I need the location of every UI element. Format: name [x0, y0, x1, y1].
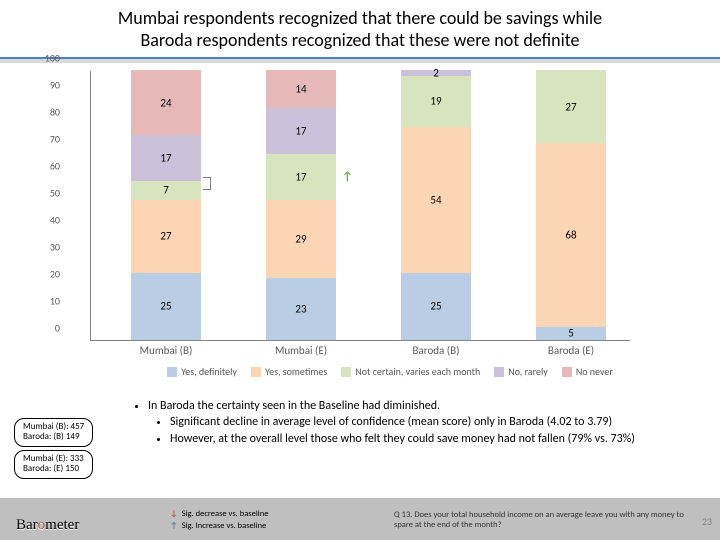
- segment: 2: [401, 70, 471, 75]
- segment: 19: [401, 76, 471, 127]
- y-tick: 100: [45, 52, 60, 65]
- segment-value: 29: [266, 232, 336, 245]
- legend-label: Yes, definitely: [181, 365, 237, 378]
- x-axis-label: Baroda (B): [386, 344, 486, 357]
- legend-item: Yes, sometimes: [251, 365, 327, 378]
- stacked-bar-chart: 0102030405060708090100 252771724Mumbai (…: [90, 71, 630, 341]
- segment-value: 14: [266, 83, 336, 96]
- legend-label: No never: [576, 365, 613, 378]
- y-tick: 40: [50, 214, 60, 227]
- bullet-notes: In Baroda the certainty seen in the Base…: [130, 398, 690, 447]
- chart-legend: Yes, definitely Yes, sometimes Not certain…: [60, 365, 720, 378]
- segment-value: 23: [266, 303, 336, 316]
- segment-value: 7: [131, 184, 201, 197]
- y-tick: 60: [50, 160, 60, 173]
- question-text: Q 13. Does your total household income o…: [394, 510, 694, 530]
- title-line-1: Mumbai respondents recognized that there…: [118, 7, 602, 29]
- segment: 25: [131, 273, 201, 341]
- significance-key: ↓Sig. decrease vs. baseline ↑Sig. Increa…: [170, 509, 268, 532]
- title-underline: [0, 57, 720, 63]
- segment-value: 5: [536, 327, 606, 340]
- segment-value: 68: [536, 228, 606, 241]
- segment-value: 25: [401, 300, 471, 313]
- legend-swatch: [562, 367, 572, 377]
- legend-swatch: [494, 367, 504, 377]
- comparison-bracket: [203, 177, 211, 191]
- legend-swatch: [251, 367, 261, 377]
- note-main: In Baroda the certainty seen in the Base…: [148, 398, 690, 447]
- segment: 17: [131, 135, 201, 181]
- segment-value: 27: [131, 230, 201, 243]
- segment: 24: [131, 70, 201, 135]
- segment-value: 2: [401, 66, 471, 79]
- y-tick: 30: [50, 241, 60, 254]
- segment: 23: [266, 278, 336, 340]
- segment: 25: [401, 273, 471, 341]
- legend-item: Not certain, varies each month: [341, 365, 480, 378]
- legend-item: No, rarely: [494, 365, 548, 378]
- segment-value: 17: [266, 170, 336, 183]
- x-axis-label: Mumbai (E): [251, 344, 351, 357]
- segment: 68: [536, 143, 606, 327]
- legend-item: No never: [562, 365, 613, 378]
- y-tick: 0: [55, 322, 60, 335]
- segment-value: 17: [266, 124, 336, 137]
- x-axis-label: Baroda (E): [521, 344, 621, 357]
- segment-value: 54: [401, 193, 471, 206]
- segment-value: 19: [401, 95, 471, 108]
- sample-box-baseline: Mumbai (B): 457 Baroda: (B) 149: [14, 418, 93, 447]
- y-tick: 10: [50, 295, 60, 308]
- segment: 17: [266, 108, 336, 154]
- segment: 5: [536, 327, 606, 341]
- arrow-down-icon: ↓: [170, 509, 178, 520]
- legend-item: Yes, definitely: [167, 365, 237, 378]
- legend-swatch: [167, 367, 177, 377]
- note-sub2: However, at the overall level those who …: [170, 431, 690, 447]
- segment-value: 17: [131, 151, 201, 164]
- segment: 29: [266, 200, 336, 278]
- legend-label: Not certain, varies each month: [355, 365, 480, 378]
- legend-label: Yes, sometimes: [265, 365, 327, 378]
- barometer-logo: Barometer: [16, 517, 79, 534]
- segment-value: 24: [131, 96, 201, 109]
- y-tick: 70: [50, 133, 60, 146]
- y-tick: 80: [50, 106, 60, 119]
- y-tick: 50: [50, 187, 60, 200]
- segment-value: 25: [131, 300, 201, 313]
- segment: 7: [131, 181, 201, 200]
- sig-increase-icon: ↑: [342, 170, 353, 184]
- plot-area: 252771724Mumbai (B)2329171714Mumbai (E)2…: [90, 71, 630, 341]
- segment-value: 27: [536, 100, 606, 113]
- slide-title: Mumbai respondents recognized that there…: [0, 0, 720, 55]
- legend-swatch: [341, 367, 351, 377]
- segment: 27: [536, 70, 606, 143]
- y-tick: 90: [50, 79, 60, 92]
- segment: 17: [266, 154, 336, 200]
- segment: 14: [266, 70, 336, 108]
- page-number: 23: [702, 515, 712, 528]
- arrow-up-icon: ↑: [170, 521, 178, 532]
- sample-box-endline: Mumbai (E): 333 Baroda: (E) 150: [14, 450, 93, 479]
- legend-label: No, rarely: [508, 365, 548, 378]
- y-tick: 20: [50, 268, 60, 281]
- x-axis-label: Mumbai (B): [116, 344, 216, 357]
- title-line-2: Baroda respondents recognized that these…: [140, 29, 579, 51]
- segment: 54: [401, 127, 471, 273]
- note-sub1: Significant decline in average level of …: [170, 414, 690, 430]
- segment: 27: [131, 200, 201, 273]
